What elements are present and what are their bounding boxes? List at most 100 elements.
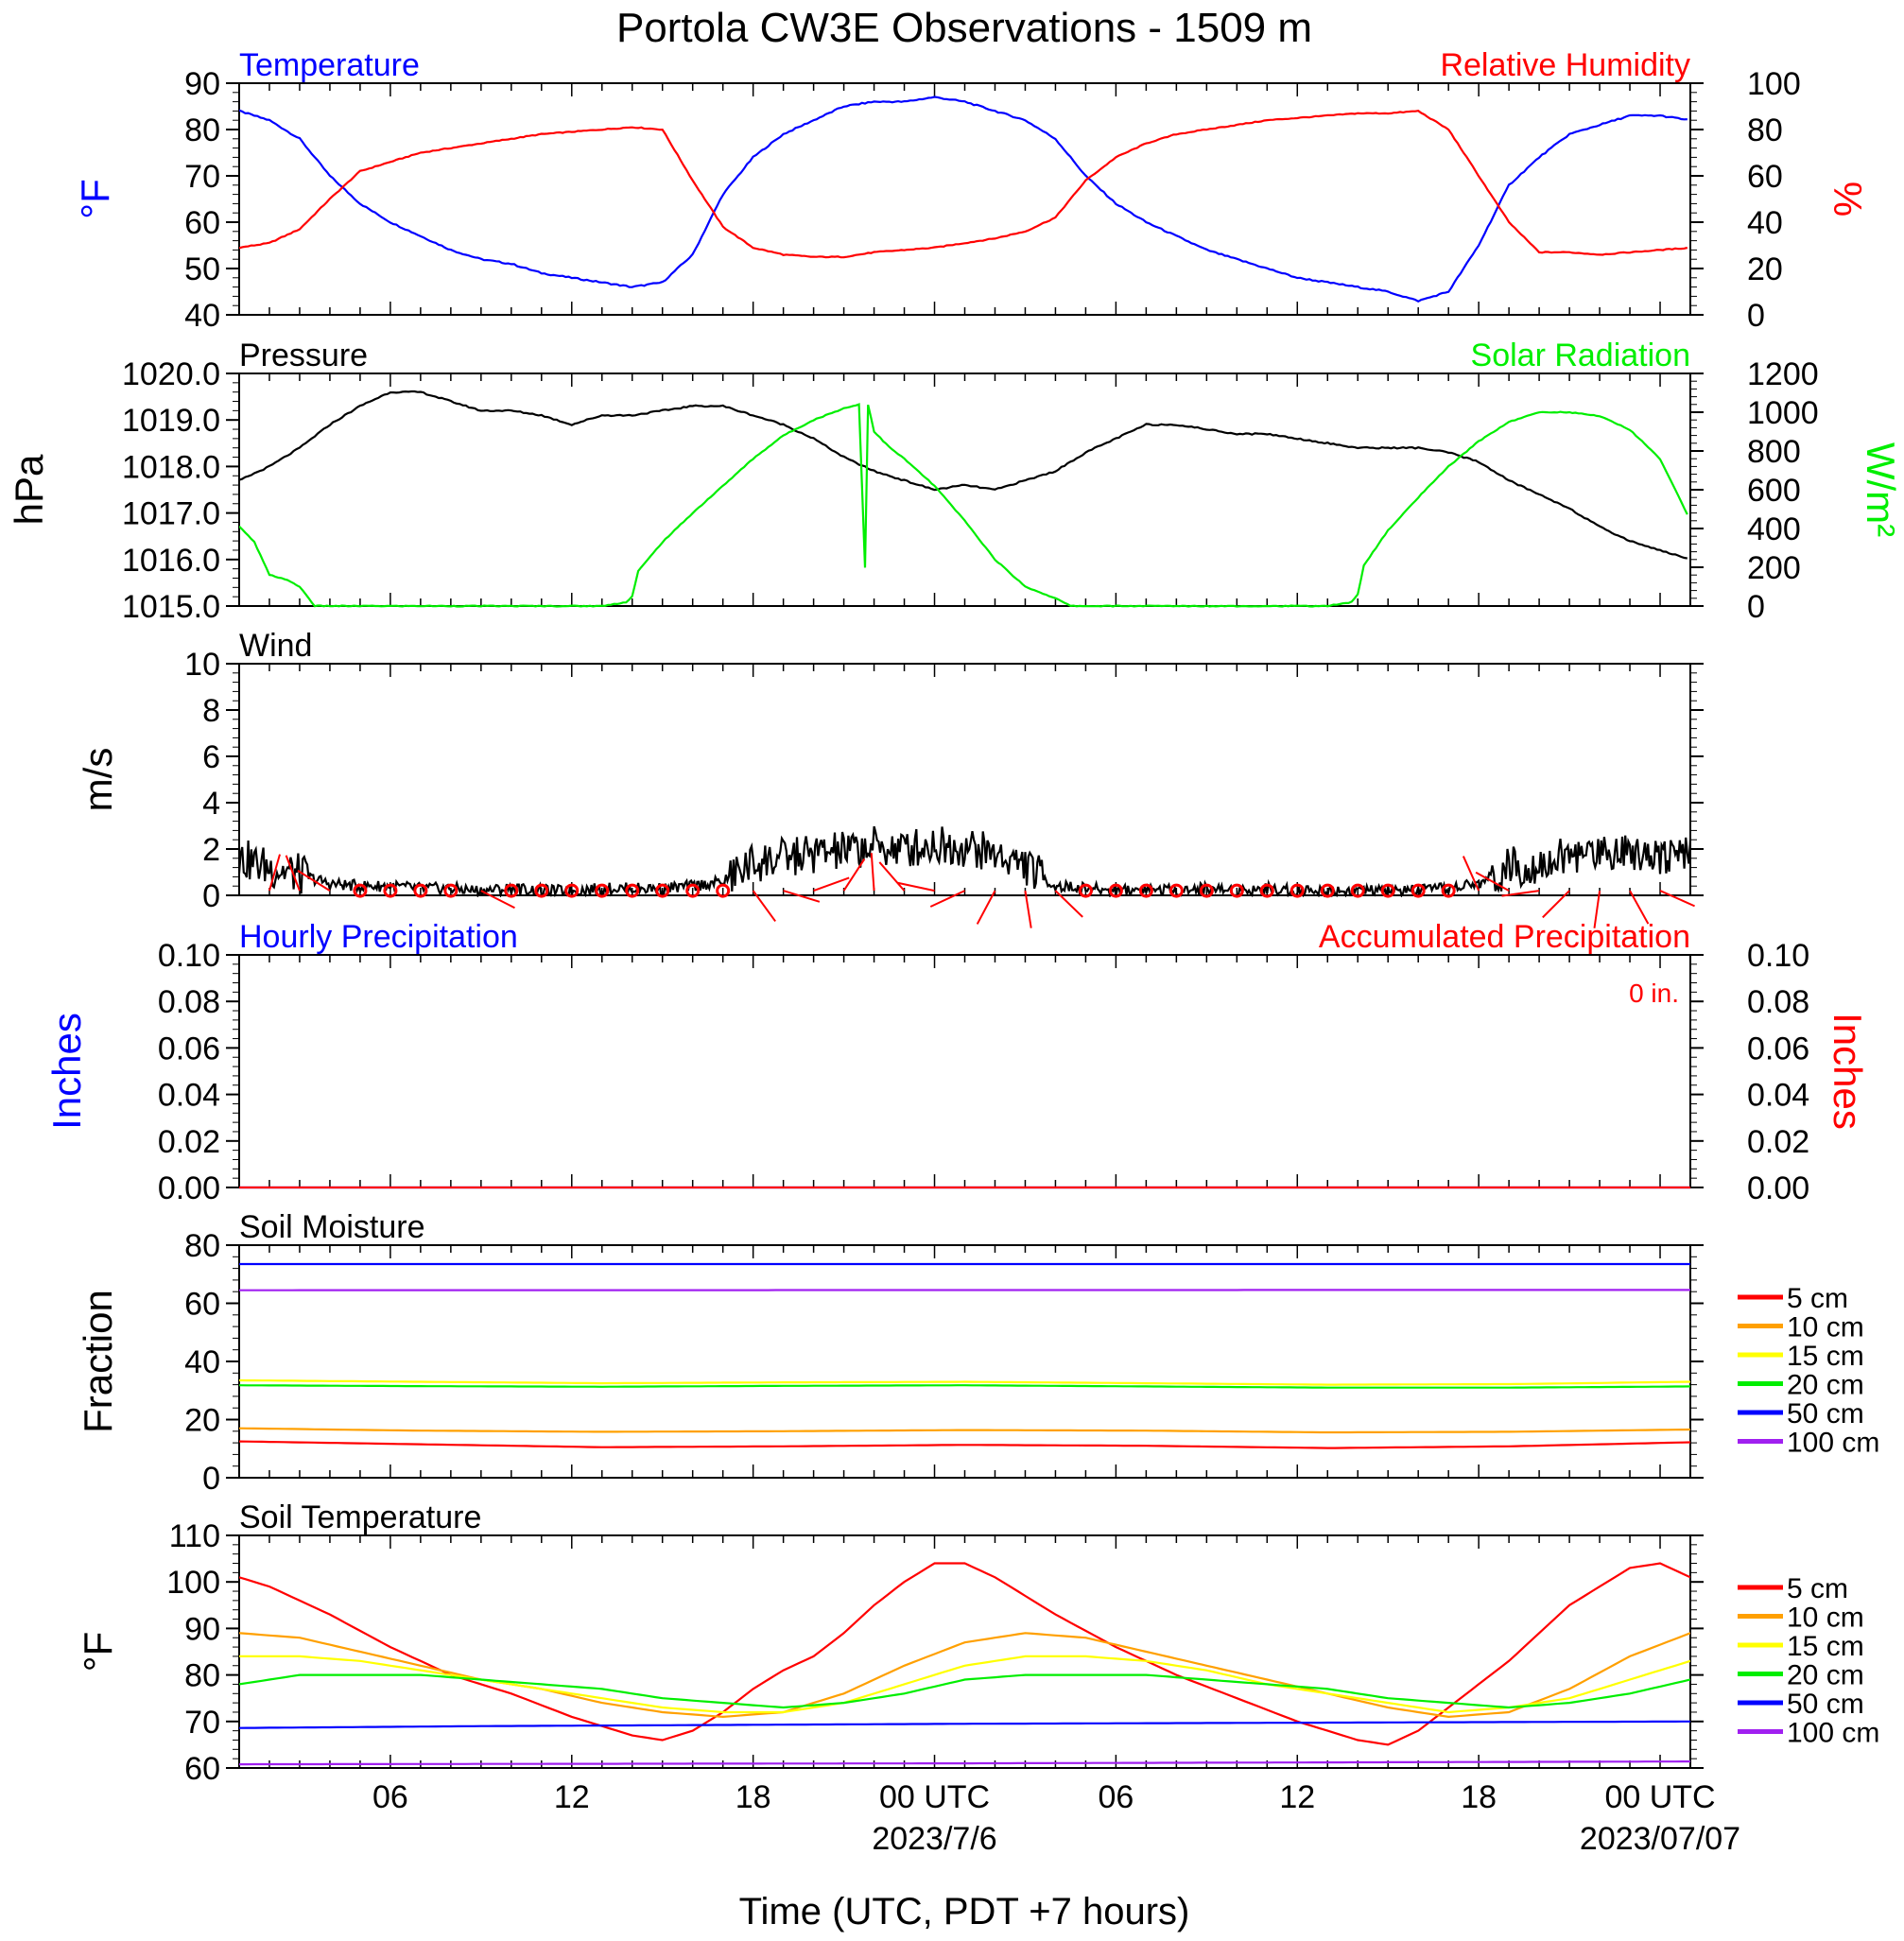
- wind-barb: [870, 853, 875, 892]
- panel-title-right: Accumulated Precipitation: [1319, 919, 1690, 955]
- y-tick-label: 60: [184, 1287, 220, 1323]
- legend-label: 100 cm: [1787, 1718, 1879, 1749]
- y-tick-label: 0.00: [158, 1170, 220, 1206]
- y-tick-label-right: 40: [1747, 205, 1783, 241]
- wind-barb: [1054, 890, 1083, 918]
- panel-title-left: Hourly Precipitation: [239, 919, 518, 955]
- calm-wind-circle: [1350, 883, 1365, 898]
- y-tick-label-right: 1000: [1747, 395, 1819, 431]
- legend-label: 5 cm: [1787, 1283, 1848, 1314]
- legend-label: 20 cm: [1787, 1370, 1864, 1401]
- y-tick-label: 1017.0: [122, 496, 220, 532]
- calm-wind-circle: [685, 883, 701, 898]
- panel-temperature-humidity: 40 50 60 70 80 90 0 20 40 60 80 100 Temperature Relat…: [73, 47, 1870, 334]
- y-tick-label: 1016.0: [122, 543, 220, 579]
- legend-label: 20 cm: [1787, 1660, 1864, 1691]
- wind-barb: [976, 890, 996, 925]
- x-date-label: 2023/7/6: [872, 1821, 996, 1857]
- calm-wind-circle: [625, 883, 640, 898]
- wind-barb: [297, 870, 331, 892]
- calm-wind-circle: [534, 883, 549, 898]
- y-tick-label: 2: [202, 832, 220, 868]
- plot-frame: [238, 1244, 1691, 1479]
- y-tick-label: 1019.0: [122, 403, 220, 439]
- wind-barb: [1542, 890, 1570, 919]
- y-axis-label-left: Fraction: [76, 1290, 120, 1433]
- y-tick-label: 0: [202, 878, 220, 914]
- wind-barb: [1462, 856, 1480, 892]
- calm-wind-circle: [1441, 883, 1456, 898]
- plot-frame: [238, 373, 1691, 607]
- calm-wind-circle: [353, 883, 368, 898]
- y-tick-label: 0.06: [158, 1031, 220, 1066]
- wind-barb: [1475, 871, 1510, 892]
- wind-barb: [842, 858, 866, 892]
- series-10-cm: [239, 1427, 1690, 1434]
- y-tick-label-right: 600: [1747, 473, 1801, 509]
- y-tick-label: 40: [184, 298, 220, 334]
- y-tick-label-right: 0: [1747, 589, 1765, 625]
- y-tick-label-right: 0: [1747, 298, 1765, 334]
- calm-wind-circle: [504, 883, 519, 898]
- calm-wind-circle: [1411, 883, 1426, 898]
- y-tick-label: 90: [184, 1611, 220, 1647]
- series-pressure: [239, 390, 1688, 560]
- y-axis-label-left: °F: [73, 179, 117, 218]
- wind-barb: [1593, 890, 1601, 928]
- calm-wind-circle: [1380, 883, 1395, 898]
- wind-barb: [897, 881, 935, 893]
- y-tick-label-right: 0.08: [1747, 984, 1809, 1020]
- y-tick-label: 80: [184, 1658, 220, 1694]
- wind-barb: [783, 890, 821, 903]
- legend-label: 5 cm: [1787, 1573, 1848, 1604]
- y-tick-label: 8: [202, 693, 220, 729]
- calm-wind-circle: [1290, 883, 1305, 898]
- legend-label: 15 cm: [1787, 1631, 1864, 1662]
- chart-title: Portola CW3E Observations - 1509 m: [616, 5, 1312, 51]
- y-tick-label: 60: [184, 205, 220, 241]
- panel-title-left: Soil Temperature: [239, 1499, 481, 1535]
- calm-wind-circle: [1108, 883, 1123, 898]
- x-tick-label: 00 UTC: [1604, 1779, 1715, 1815]
- x-tick-label: 18: [1461, 1779, 1497, 1815]
- wind-barb: [480, 890, 515, 910]
- y-tick-label-right: 0.06: [1747, 1031, 1809, 1066]
- series-20-cm: [239, 1673, 1690, 1709]
- y-tick-label-right: 60: [1747, 159, 1783, 195]
- wind-barb: [285, 855, 301, 892]
- y-tick-label: 80: [184, 113, 220, 148]
- y-axis-label-left: m/s: [76, 748, 120, 812]
- panel-title-left: Soil Moisture: [239, 1209, 425, 1245]
- series-50-cm: [239, 1720, 1690, 1729]
- calm-wind-circle: [1229, 883, 1244, 898]
- y-axis-label-right: Inches: [1826, 1013, 1870, 1130]
- panel-title-right: Relative Humidity: [1440, 47, 1690, 83]
- series-100-cm: [239, 1759, 1690, 1766]
- legend-label: 15 cm: [1787, 1341, 1864, 1372]
- legend-label: 100 cm: [1787, 1428, 1879, 1459]
- wind-barb: [813, 876, 850, 893]
- y-tick-label: 0.08: [158, 984, 220, 1020]
- y-tick-label: 0.04: [158, 1078, 220, 1114]
- legend-label: 10 cm: [1787, 1312, 1864, 1343]
- accumulated-total: 0 in.: [1629, 979, 1679, 1008]
- wind-barb: [878, 861, 906, 892]
- y-tick-label: 90: [184, 66, 220, 102]
- panel-title-left: Pressure: [239, 338, 368, 373]
- y-tick-label: 4: [202, 786, 220, 822]
- y-tick-label: 6: [202, 739, 220, 775]
- x-tick-label: 12: [554, 1779, 590, 1815]
- calm-wind-circle: [383, 883, 398, 898]
- legend-label: 10 cm: [1787, 1603, 1864, 1634]
- panel-title-right: Solar Radiation: [1471, 338, 1690, 373]
- y-tick-label-right: 20: [1747, 251, 1783, 287]
- calm-wind-circle: [443, 883, 459, 898]
- y-tick-label-right: 200: [1747, 550, 1801, 586]
- y-tick-label-right: 80: [1747, 113, 1783, 148]
- x-tick-label: 18: [736, 1779, 771, 1815]
- x-tick-label: 06: [372, 1779, 408, 1815]
- y-axis-label-left: °F: [76, 1632, 120, 1672]
- y-axis-label-left: hPa: [7, 454, 51, 525]
- panel-wind: 0 2 4 6 8 10 Wind m/s: [76, 628, 1704, 928]
